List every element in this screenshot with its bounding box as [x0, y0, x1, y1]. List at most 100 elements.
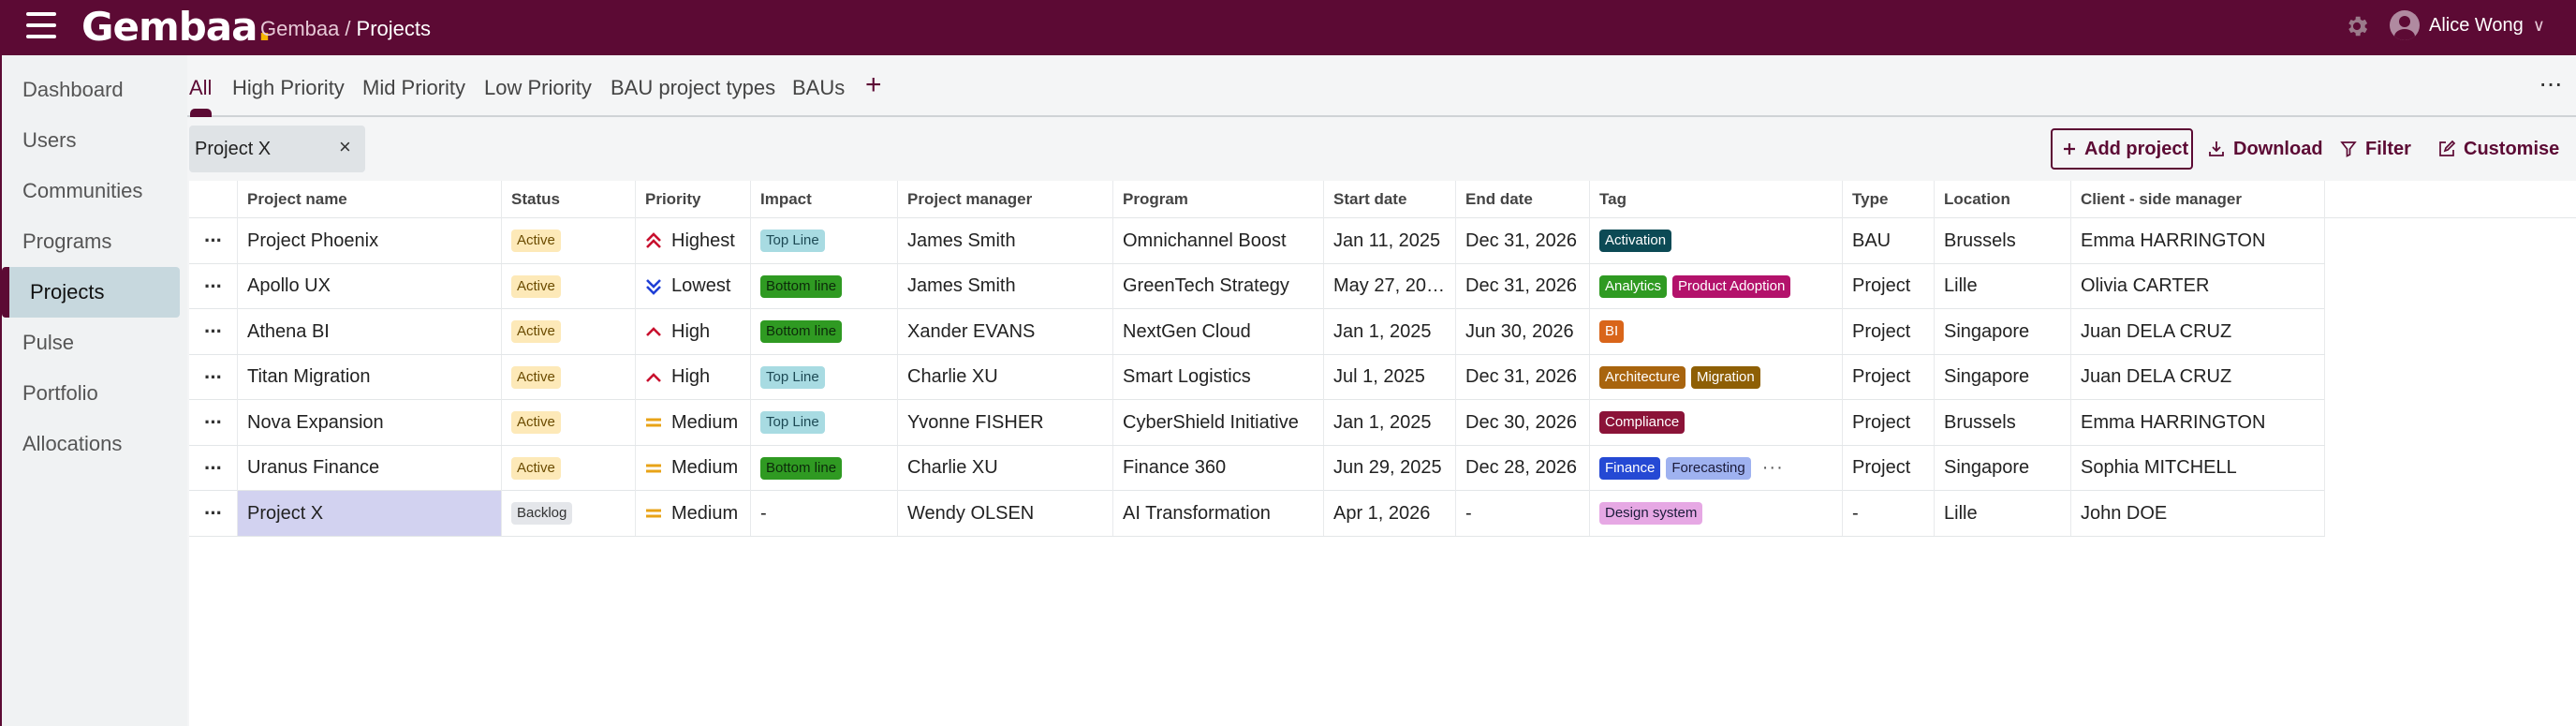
- cell-project-manager[interactable]: Charlie XU: [898, 445, 1113, 491]
- cell-program[interactable]: CyberShield Initiative: [1113, 400, 1324, 445]
- cell-status[interactable]: Backlog: [502, 491, 636, 536]
- cell-impact[interactable]: Bottom line: [751, 309, 898, 354]
- sidebar-item-pulse[interactable]: Pulse: [22, 331, 75, 354]
- cell-start-date[interactable]: Jan 1, 2025: [1324, 309, 1456, 354]
- cell-start-date[interactable]: Jan 11, 2025: [1324, 218, 1456, 263]
- tab-mid-priority[interactable]: Mid Priority: [362, 76, 466, 99]
- download-button[interactable]: Download: [2207, 128, 2323, 170]
- cell-end-date[interactable]: Dec 28, 2026: [1456, 445, 1590, 491]
- cell-tag[interactable]: Architecture Migration: [1590, 354, 1843, 400]
- cell-program[interactable]: NextGen Cloud: [1113, 309, 1324, 354]
- cell-program[interactable]: Smart Logistics: [1113, 354, 1324, 400]
- header-end-date[interactable]: End date: [1456, 181, 1590, 218]
- cell-location[interactable]: Lille: [1935, 491, 2071, 536]
- tab-low-priority[interactable]: Low Priority: [484, 76, 592, 99]
- cell-status[interactable]: Active: [502, 309, 636, 354]
- sidebar-item-communities[interactable]: Communities: [22, 179, 143, 202]
- table-row[interactable]: ··· Project Phoenix Active Highest Top Line J…: [189, 218, 2325, 264]
- cell-status[interactable]: Active: [502, 263, 636, 309]
- header-project-manager[interactable]: Project manager: [898, 181, 1113, 218]
- cell-priority[interactable]: High: [636, 354, 751, 400]
- cell-client-side-manager[interactable]: Sophia MITCHELL: [2071, 445, 2325, 491]
- cell-project-name[interactable]: Uranus Finance: [238, 445, 502, 491]
- row-menu-button[interactable]: ···: [189, 491, 238, 536]
- table-row[interactable]: ··· Athena BI Active High Bottom line Xander …: [189, 309, 2325, 355]
- cell-type[interactable]: Project: [1843, 400, 1935, 445]
- cell-client-side-manager[interactable]: Emma HARRINGTON: [2071, 400, 2325, 445]
- sidebar-item-programs[interactable]: Programs: [22, 230, 112, 253]
- cell-project-manager[interactable]: Yvonne FISHER: [898, 400, 1113, 445]
- cell-priority[interactable]: Highest: [636, 218, 751, 263]
- cell-client-side-manager[interactable]: Juan DELA CRUZ: [2071, 354, 2325, 400]
- header-project-name[interactable]: Project name: [238, 181, 502, 218]
- header-status[interactable]: Status: [502, 181, 636, 218]
- cell-priority[interactable]: Lowest: [636, 263, 751, 309]
- cell-location[interactable]: Brussels: [1935, 400, 2071, 445]
- customise-button[interactable]: Customise: [2437, 128, 2559, 170]
- cell-project-name[interactable]: Nova Expansion: [238, 400, 502, 445]
- cell-priority[interactable]: Medium: [636, 400, 751, 445]
- hamburger-icon[interactable]: [26, 12, 56, 38]
- cell-end-date[interactable]: Dec 31, 2026: [1456, 354, 1590, 400]
- row-menu-button[interactable]: ···: [189, 445, 238, 491]
- cell-status[interactable]: Active: [502, 400, 636, 445]
- filter-button[interactable]: Filter: [2339, 128, 2411, 170]
- cell-project-name[interactable]: Project X: [238, 491, 502, 536]
- user-menu[interactable]: Alice Wong ∨: [2390, 10, 2545, 40]
- cell-type[interactable]: BAU: [1843, 218, 1935, 263]
- cell-end-date[interactable]: Dec 31, 2026: [1456, 263, 1590, 309]
- app-logo[interactable]: Gembaa.: [81, 4, 272, 50]
- cell-location[interactable]: Singapore: [1935, 309, 2071, 354]
- add-tab-button[interactable]: +: [865, 69, 882, 100]
- cell-type[interactable]: Project: [1843, 309, 1935, 354]
- cell-status[interactable]: Active: [502, 354, 636, 400]
- cell-project-name[interactable]: Athena BI: [238, 309, 502, 354]
- cell-impact[interactable]: -: [751, 491, 898, 536]
- row-menu-button[interactable]: ···: [189, 263, 238, 309]
- gear-icon[interactable]: [2344, 13, 2370, 39]
- table-row[interactable]: ··· Nova Expansion Active Medium Top Line Yvo…: [189, 400, 2325, 446]
- cell-status[interactable]: Active: [502, 445, 636, 491]
- row-menu-button[interactable]: ···: [189, 400, 238, 445]
- cell-location[interactable]: Brussels: [1935, 218, 2071, 263]
- sidebar-item-portfolio[interactable]: Portfolio: [22, 381, 98, 405]
- cell-impact[interactable]: Top Line: [751, 400, 898, 445]
- cell-priority[interactable]: Medium: [636, 445, 751, 491]
- cell-project-manager[interactable]: James Smith: [898, 218, 1113, 263]
- cell-tag[interactable]: Finance Forecasting ···: [1590, 445, 1843, 491]
- sidebar-item-projects[interactable]: Projects: [2, 267, 180, 318]
- header-client-side-manager[interactable]: Client - side manager: [2071, 181, 2325, 218]
- cell-location[interactable]: Lille: [1935, 263, 2071, 309]
- header-type[interactable]: Type: [1843, 181, 1935, 218]
- cell-location[interactable]: Singapore: [1935, 445, 2071, 491]
- more-tags-indicator[interactable]: ···: [1761, 457, 1784, 478]
- row-menu-button[interactable]: ···: [189, 354, 238, 400]
- header-location[interactable]: Location: [1935, 181, 2071, 218]
- table-row[interactable]: ··· Titan Migration Active High Top Line Char…: [189, 354, 2325, 400]
- cell-client-side-manager[interactable]: Juan DELA CRUZ: [2071, 309, 2325, 354]
- cell-type[interactable]: Project: [1843, 263, 1935, 309]
- cell-tag[interactable]: Compliance: [1590, 400, 1843, 445]
- cell-project-manager[interactable]: Charlie XU: [898, 354, 1113, 400]
- cell-location[interactable]: Singapore: [1935, 354, 2071, 400]
- cell-impact[interactable]: Bottom line: [751, 263, 898, 309]
- cell-project-manager[interactable]: Xander EVANS: [898, 309, 1113, 354]
- tab-bau-project-types[interactable]: BAU project types: [611, 76, 776, 99]
- cell-start-date[interactable]: Apr 1, 2026: [1324, 491, 1456, 536]
- cell-type[interactable]: Project: [1843, 445, 1935, 491]
- cell-program[interactable]: Omnichannel Boost: [1113, 218, 1324, 263]
- cell-project-manager[interactable]: James Smith: [898, 263, 1113, 309]
- header-priority[interactable]: Priority: [636, 181, 751, 218]
- sidebar-item-dashboard[interactable]: Dashboard: [22, 78, 124, 101]
- header-program[interactable]: Program: [1113, 181, 1324, 218]
- header-tag[interactable]: Tag: [1590, 181, 1843, 218]
- cell-project-name[interactable]: Titan Migration: [238, 354, 502, 400]
- table-row[interactable]: ··· Project X Backlog Medium - Wendy OLSEN AI …: [189, 491, 2325, 537]
- cell-program[interactable]: Finance 360: [1113, 445, 1324, 491]
- tab-all[interactable]: All: [189, 76, 213, 99]
- cell-priority[interactable]: High: [636, 309, 751, 354]
- cell-end-date[interactable]: -: [1456, 491, 1590, 536]
- cell-client-side-manager[interactable]: John DOE: [2071, 491, 2325, 536]
- cell-client-side-manager[interactable]: Emma HARRINGTON: [2071, 218, 2325, 263]
- close-icon[interactable]: ×: [339, 135, 351, 158]
